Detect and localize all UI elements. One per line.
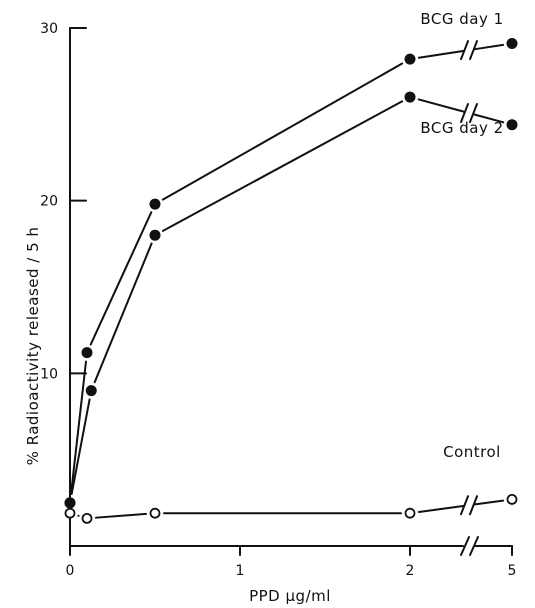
x-tick-label: 0 xyxy=(66,563,75,579)
data-point xyxy=(404,53,416,65)
x-tick-label: 5 xyxy=(508,563,517,579)
data-point xyxy=(506,38,518,50)
data-point xyxy=(149,229,161,241)
series-break-mark xyxy=(469,103,478,124)
x-axis-break-mark xyxy=(469,536,479,556)
series-label: BCG day 2 xyxy=(420,119,503,137)
series-break-mark xyxy=(460,495,469,516)
series-break-mark xyxy=(460,103,469,124)
series-bcg-day-2 xyxy=(64,91,518,509)
axes xyxy=(69,27,513,556)
y-tick-label: 30 xyxy=(40,21,58,37)
data-point xyxy=(81,512,93,524)
series-line-segment xyxy=(89,211,153,346)
y-tick-label: 20 xyxy=(40,194,58,210)
series-line-segment xyxy=(94,512,148,519)
series-line-segment xyxy=(417,98,465,113)
data-point xyxy=(506,493,518,505)
data-point xyxy=(64,497,76,509)
series-control xyxy=(64,493,518,524)
series-line-segment xyxy=(93,242,153,384)
y-tick-label: 10 xyxy=(40,366,58,382)
x-axis-break-mark xyxy=(460,536,470,556)
series-line-segment xyxy=(161,62,404,201)
data-point xyxy=(404,91,416,103)
series-line-segment xyxy=(473,113,505,124)
data-point xyxy=(404,507,416,519)
series-line-segment xyxy=(70,360,87,495)
data-point xyxy=(64,507,76,519)
data-point xyxy=(81,347,93,359)
series-label: Control xyxy=(443,443,501,461)
x-axis-title: PPD μg/ml xyxy=(249,587,331,605)
series-break-mark xyxy=(469,495,478,516)
series-break-mark xyxy=(460,40,469,61)
series-line-segment xyxy=(473,43,505,51)
series-line-segment xyxy=(70,398,91,495)
x-tick-label: 2 xyxy=(406,563,415,579)
series-bcg-day-1 xyxy=(64,38,518,509)
series-line-segment xyxy=(473,499,505,506)
data-point xyxy=(149,507,161,519)
series-line-segment xyxy=(417,505,465,513)
series-break-mark xyxy=(469,40,478,61)
data-point xyxy=(85,385,97,397)
series-line-segment xyxy=(161,100,404,232)
series-line-segment xyxy=(417,49,465,59)
series-layer: BCG day 1 BCG day 2 Control xyxy=(64,10,518,524)
data-point xyxy=(506,119,518,131)
ticks: 0 1 2 5 10 20 30 xyxy=(40,21,516,579)
data-point xyxy=(149,198,161,210)
series-label: BCG day 1 xyxy=(420,10,503,28)
x-tick-label: 1 xyxy=(236,563,245,579)
y-axis-title: % Radioactivity released / 5 h xyxy=(24,227,42,466)
